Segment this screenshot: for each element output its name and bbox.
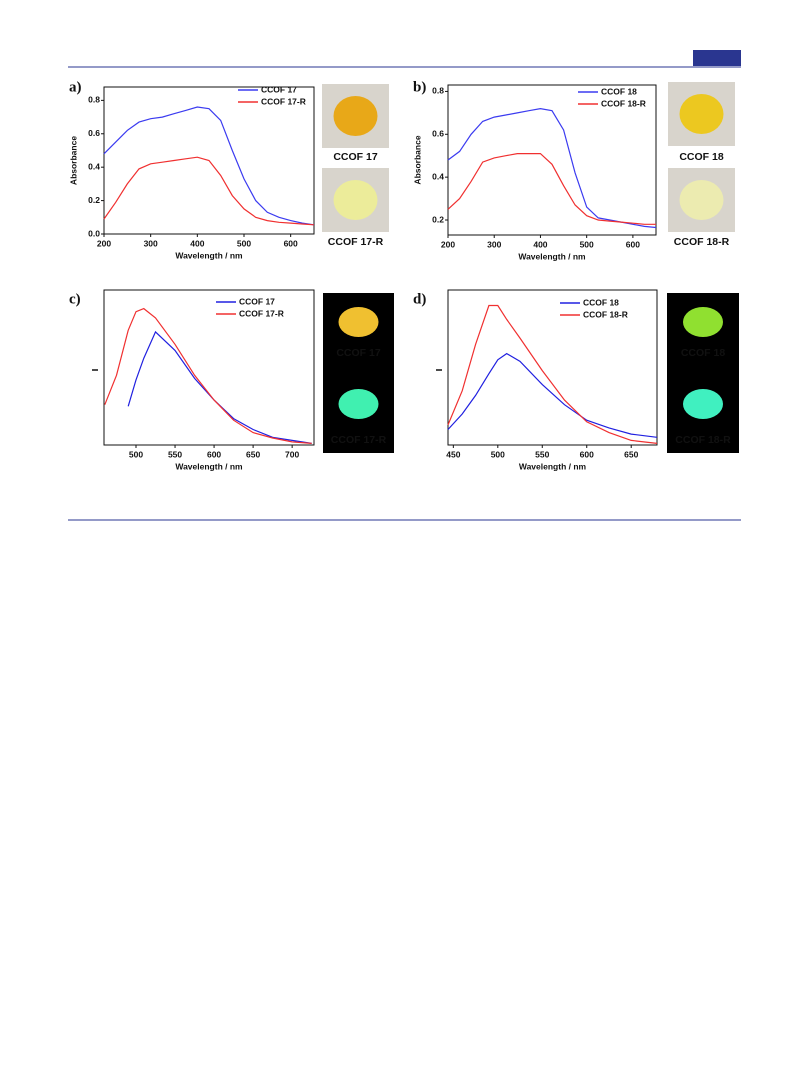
panel-label: c) <box>69 291 81 307</box>
sample-powder <box>333 96 378 136</box>
series-line <box>103 156 315 226</box>
legend-label: CCOF 18-R <box>583 309 628 319</box>
y-tick-label: 0.6 <box>432 129 444 139</box>
y-tick-label: 0.0 <box>88 228 100 238</box>
x-axis-label: Wavelength / nm <box>175 461 243 471</box>
y-tick-label: 0.2 <box>88 195 100 205</box>
y-tick-label: 0.8 <box>88 95 100 105</box>
sample-powder <box>333 180 378 220</box>
sample-powder <box>338 389 379 419</box>
x-tick-label: 200 <box>441 239 455 249</box>
y-tick-label: 0.8 <box>432 86 444 96</box>
x-tick-label: 550 <box>168 449 182 459</box>
y-axis-label: Absorbance <box>412 135 422 184</box>
x-tick-label: 500 <box>491 449 505 459</box>
sample-powder <box>679 180 724 220</box>
sample-label: CCOF 17-R <box>331 434 387 446</box>
y-tick-label: 0.4 <box>88 161 100 171</box>
sample-powder <box>683 389 723 419</box>
x-tick-label: 300 <box>144 238 158 248</box>
sample-powder <box>683 307 723 337</box>
x-tick-label: 600 <box>626 239 640 249</box>
x-tick-label: 600 <box>284 238 298 248</box>
x-tick-label: 500 <box>580 239 594 249</box>
y-tick-label: 0.6 <box>88 128 100 138</box>
x-tick-label: 700 <box>285 449 299 459</box>
series-line <box>447 153 656 225</box>
legend-label: CCOF 18 <box>601 86 637 96</box>
series-line <box>447 352 658 438</box>
series-line <box>127 330 312 444</box>
series-line <box>104 307 312 444</box>
legend-label: CCOF 17-R <box>261 96 306 106</box>
sample-powder <box>338 307 379 337</box>
sample-label: CCOF 18 <box>681 347 726 359</box>
y-axis-label: Absorbance <box>68 136 78 185</box>
x-tick-label: 650 <box>246 449 260 459</box>
sample-label: CCOF 17 <box>333 151 378 163</box>
x-axis-label: Wavelength / nm <box>175 250 243 260</box>
panel-label: d) <box>413 291 426 307</box>
x-axis-label: Wavelength / nm <box>518 251 586 261</box>
plot-frame <box>103 86 315 235</box>
x-tick-label: 500 <box>237 238 251 248</box>
plot-frame <box>447 289 658 446</box>
x-tick-label: 450 <box>446 449 460 459</box>
x-tick-label: 600 <box>580 449 594 459</box>
x-tick-label: 500 <box>129 449 143 459</box>
x-tick-label: 650 <box>624 449 638 459</box>
x-axis-label: Wavelength / nm <box>519 461 587 471</box>
legend-label: CCOF 17 <box>261 84 297 94</box>
sample-label: CCOF 17 <box>336 347 381 359</box>
sample-label: CCOF 18 <box>679 151 724 163</box>
panel-label: a) <box>69 79 82 95</box>
series-line <box>103 106 315 226</box>
sample-label: CCOF 17-R <box>328 236 384 248</box>
legend-label: CCOF 18-R <box>601 98 646 108</box>
legend-label: CCOF 17-R <box>239 308 284 318</box>
legend-label: CCOF 17 <box>239 296 275 306</box>
sample-label: CCOF 18-R <box>675 434 731 446</box>
x-tick-label: 400 <box>190 238 204 248</box>
sample-powder <box>679 94 724 134</box>
x-tick-label: 600 <box>207 449 221 459</box>
panel-label: b) <box>413 79 426 95</box>
x-tick-label: 550 <box>535 449 549 459</box>
sample-label: CCOF 18-R <box>674 236 730 248</box>
y-tick-label: 0.2 <box>432 214 444 224</box>
y-tick-label: 0.4 <box>432 171 444 181</box>
header-tab <box>693 50 741 66</box>
series-line <box>447 304 658 444</box>
plot-frame <box>103 289 315 446</box>
x-tick-label: 200 <box>97 238 111 248</box>
x-tick-label: 300 <box>487 239 501 249</box>
x-tick-label: 400 <box>533 239 547 249</box>
legend-label: CCOF 18 <box>583 297 619 307</box>
